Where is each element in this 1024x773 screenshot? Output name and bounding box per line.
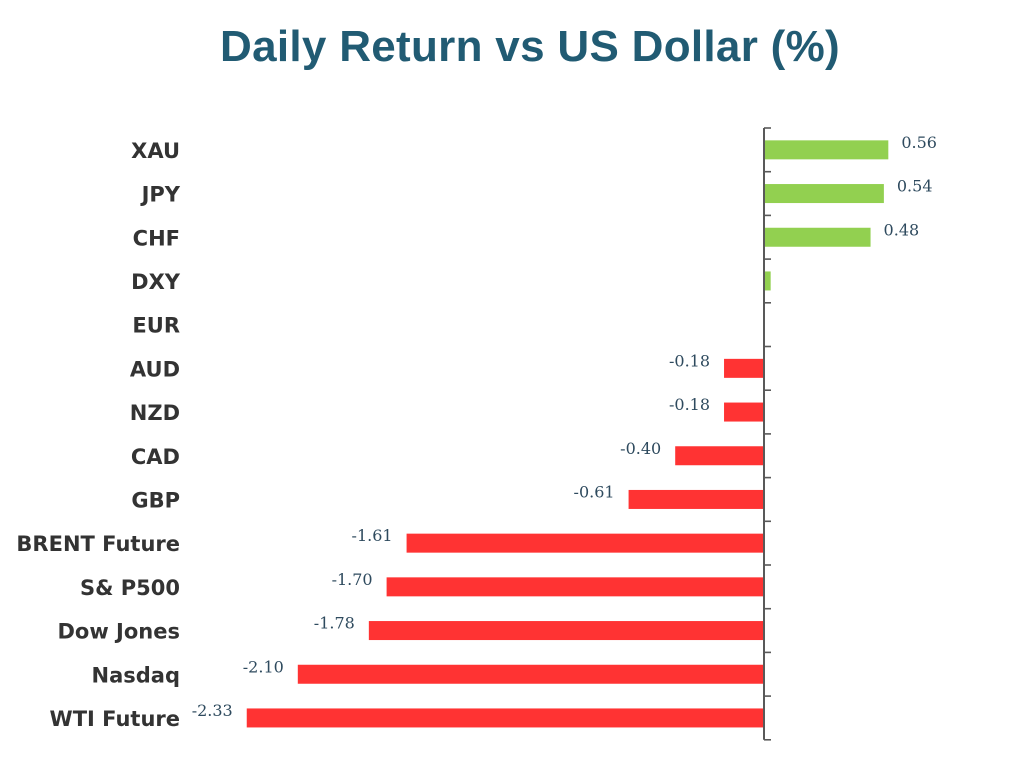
bar-chf — [764, 227, 871, 247]
category-label: Dow Jones — [57, 620, 180, 644]
category-label: EUR — [132, 314, 180, 338]
category-label: XAU — [131, 139, 180, 163]
value-label: -1.61 — [352, 526, 393, 545]
bar-xau — [764, 140, 889, 160]
value-label: 0.48 — [884, 220, 920, 239]
value-label: -0.40 — [620, 439, 661, 458]
bar-brent-future — [406, 533, 764, 553]
value-label: -0.61 — [574, 482, 615, 501]
bar-gbp — [628, 489, 764, 509]
chart-title: Daily Return vs US Dollar (%) — [220, 22, 840, 71]
category-label: S& P500 — [80, 576, 180, 600]
category-label: GBP — [131, 488, 180, 512]
category-label: DXY — [131, 270, 181, 294]
bar-cad — [675, 446, 764, 466]
value-label: 0.56 — [901, 133, 937, 152]
bar-wti-future — [246, 708, 765, 728]
value-label: -0.18 — [669, 395, 710, 414]
bar-nzd — [724, 402, 764, 422]
value-label: -1.78 — [314, 614, 355, 633]
category-label: Nasdaq — [92, 663, 180, 687]
value-label: -2.33 — [192, 701, 233, 720]
value-label: 0.54 — [897, 177, 933, 196]
bar-aud — [724, 358, 764, 378]
value-label: -2.10 — [243, 657, 284, 676]
value-label: -0.18 — [669, 351, 710, 370]
bar-jpy — [764, 184, 884, 204]
category-label: BRENT Future — [16, 532, 180, 556]
category-label: NZD — [130, 401, 180, 425]
category-label: JPY — [140, 183, 181, 207]
value-label: -1.70 — [332, 570, 373, 589]
category-label: WTI Future — [50, 707, 180, 731]
bar-dow-jones — [368, 621, 764, 641]
category-label: AUD — [130, 357, 180, 381]
category-label: CAD — [131, 445, 180, 469]
bar-s-p500 — [386, 577, 764, 597]
bar-nasdaq — [297, 664, 764, 684]
bar-dxy — [764, 271, 771, 291]
category-label: CHF — [133, 226, 180, 250]
